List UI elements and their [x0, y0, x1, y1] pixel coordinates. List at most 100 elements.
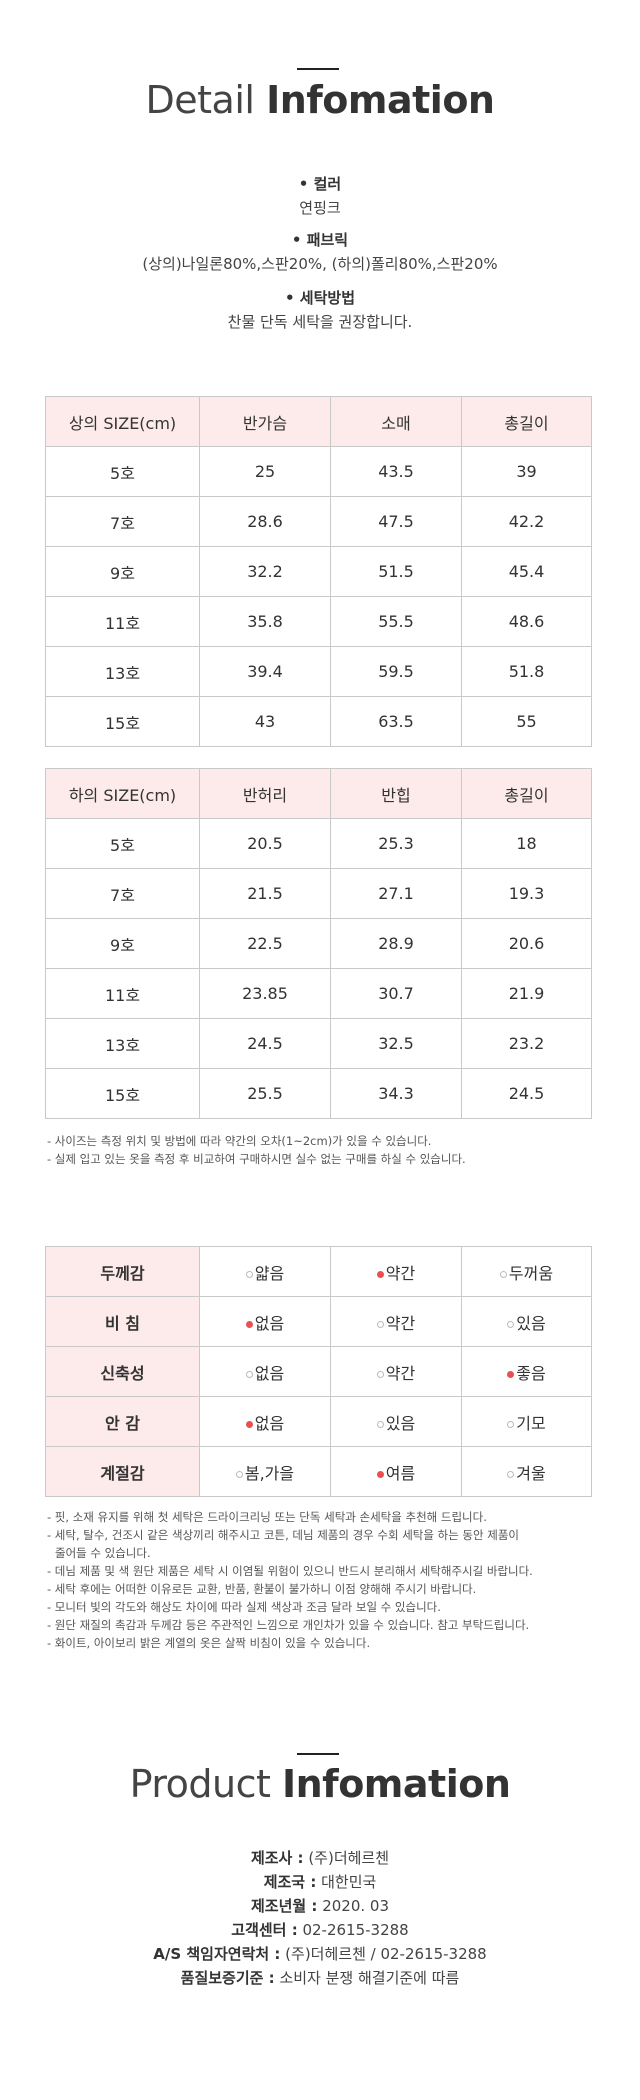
- feel-option-label: 약간: [385, 1313, 416, 1333]
- detail-title-bold: Infomation: [266, 78, 495, 122]
- table-cell: 39: [461, 446, 592, 497]
- radio-dot-icon: [507, 1420, 515, 1428]
- table-cell: 13호: [45, 1018, 200, 1069]
- table-cell: 11호: [45, 596, 200, 647]
- table-row: 7호 21.5 27.1 19.3: [45, 868, 592, 919]
- feel-option: 없음: [199, 1396, 331, 1447]
- product-info-label: 제조국 :: [263, 1873, 317, 1891]
- table-cell: 51.8: [461, 646, 592, 697]
- product-title-light: Product: [129, 1762, 271, 1806]
- table-row: 9호 22.5 28.9 20.6: [45, 918, 592, 969]
- note-line: - 모니터 빛의 각도와 해상도 차이에 따라 실제 색상과 조금 달라 보일 …: [47, 1600, 441, 1614]
- feel-option: 두꺼움: [461, 1246, 592, 1297]
- table-cell: 25: [199, 446, 331, 497]
- product-info-value: (주)더헤르첸 / 02-2615-3288: [280, 1945, 487, 1963]
- info-color-value: 연핑크: [299, 199, 341, 217]
- table-cell: 34.3: [330, 1068, 462, 1119]
- feel-option: 좋음: [461, 1346, 592, 1397]
- feel-label: 두께감: [45, 1246, 200, 1297]
- table-header-cell: 하의 SIZE(cm): [45, 768, 200, 819]
- detail-title-line: [297, 68, 339, 70]
- feel-row: 신축성 없음 약간 좋음: [45, 1346, 592, 1397]
- table-header-cell: 반가슴: [199, 396, 331, 447]
- table-cell: 43.5: [330, 446, 462, 497]
- table-row: 5호 20.5 25.3 18: [45, 818, 592, 869]
- note-line: - 화이트, 아이보리 밝은 계열의 옷은 살짝 비침이 있을 수 있습니다.: [47, 1636, 371, 1650]
- table-cell: 18: [461, 818, 592, 869]
- info-fabric: • 패브릭 (상의)나일론80%,스판20%, (하의)폴리80%,스판20%: [0, 228, 640, 276]
- table-cell: 9호: [45, 546, 200, 597]
- product-info-label: 품질보증기준 :: [180, 1969, 275, 1987]
- product-info-value: 대한민국: [316, 1873, 377, 1891]
- table-cell: 28.6: [199, 496, 331, 547]
- table-header-cell: 반힙: [330, 768, 462, 819]
- table-cell: 21.5: [199, 868, 331, 919]
- feel-option: 봄,가을: [199, 1446, 331, 1497]
- table-cell: 24.5: [199, 1018, 331, 1069]
- feel-option-label: 봄,가을: [244, 1463, 295, 1483]
- feel-option-label: 없음: [254, 1313, 285, 1333]
- bottom-size-table: 하의 SIZE(cm) 반허리 반힙 총길이 5호 20.5 25.3 18 7…: [45, 768, 592, 1119]
- note-line: - 핏, 소재 유지를 위해 첫 세탁은 드라이크리닝 또는 단독 세탁과 손세…: [47, 1510, 487, 1524]
- bottom-table-header: 하의 SIZE(cm) 반허리 반힙 총길이: [45, 768, 592, 819]
- feel-table: 두께감 얇음 약간 두꺼움 비 침 없음 약간 있음 신축성 없음 약간 좋음 …: [45, 1246, 592, 1497]
- feel-option: 얇음: [199, 1246, 331, 1297]
- table-cell: 48.6: [461, 596, 592, 647]
- product-title-line: [297, 1753, 339, 1755]
- product-info-item: 품질보증기준 : 소비자 분쟁 해결기준에 따름: [0, 1966, 640, 1990]
- feel-option-label: 있음: [385, 1413, 416, 1433]
- product-title-bold: Infomation: [281, 1762, 511, 1806]
- product-info-value: 2020. 03: [317, 1897, 389, 1915]
- radio-dot-icon: [245, 1370, 253, 1378]
- table-row: 11호 23.85 30.7 21.9: [45, 968, 592, 1019]
- product-info-label: 고객센터 :: [231, 1921, 298, 1939]
- table-row: 13호 24.5 32.5 23.2: [45, 1018, 592, 1069]
- table-cell: 55.5: [330, 596, 462, 647]
- note-line: - 원단 재질의 촉감과 두께감 등은 주관적인 느낌으로 개인차가 있을 수 …: [47, 1618, 530, 1632]
- product-info-label: A/S 책임자연락처 :: [153, 1945, 281, 1963]
- table-cell: 21.9: [461, 968, 592, 1019]
- table-cell: 7호: [45, 496, 200, 547]
- note-line: - 실제 입고 있는 옷을 측정 후 비교하여 구매하시면 실수 없는 구매를 …: [47, 1152, 466, 1166]
- radio-dot-selected-icon: [376, 1270, 384, 1278]
- detail-title-light: Detail: [145, 78, 255, 122]
- product-info-item: 제조국 : 대한민국: [0, 1870, 640, 1894]
- note-line: - 데님 제품 및 색 원단 제품은 세탁 시 이염될 위험이 있으니 반드시 …: [47, 1564, 533, 1578]
- product-info-item: A/S 책임자연락처 : (주)더헤르첸 / 02-2615-3288: [0, 1942, 640, 1966]
- feel-option: 있음: [461, 1296, 592, 1347]
- feel-option-label: 있음: [516, 1313, 546, 1333]
- feel-option: 있음: [330, 1396, 462, 1447]
- radio-dot-icon: [245, 1270, 253, 1278]
- feel-option: 여름: [330, 1446, 462, 1497]
- table-row: 7호 28.6 47.5 42.2: [45, 496, 592, 547]
- table-cell: 22.5: [199, 918, 331, 969]
- table-cell: 7호: [45, 868, 200, 919]
- feel-option-label: 좋음: [516, 1363, 546, 1383]
- table-row: 15호 25.5 34.3 24.5: [45, 1068, 592, 1119]
- info-wash-value: 찬물 단독 세탁을 권장합니다.: [227, 313, 413, 331]
- feel-option-label: 약간: [385, 1363, 416, 1383]
- table-header-cell: 총길이: [461, 768, 592, 819]
- table-cell: 55: [461, 696, 592, 747]
- table-cell: 20.6: [461, 918, 592, 969]
- table-cell: 23.2: [461, 1018, 592, 1069]
- table-cell: 47.5: [330, 496, 462, 547]
- product-title: Product Infomation: [0, 1762, 640, 1806]
- radio-dot-icon: [507, 1320, 515, 1328]
- table-cell: 15호: [45, 696, 200, 747]
- table-cell: 39.4: [199, 646, 331, 697]
- size-notes: - 사이즈는 측정 위치 및 방법에 따라 약간의 오차(1~2cm)가 있을 …: [47, 1132, 607, 1168]
- table-cell: 32.2: [199, 546, 331, 597]
- detail-title: Detail Infomation: [0, 78, 640, 122]
- note-line: - 세탁 후에는 어떠한 이유로든 교환, 반품, 환불이 불가하니 이점 양해…: [47, 1582, 477, 1596]
- product-info-value: (주)더헤르첸: [303, 1849, 390, 1867]
- table-cell: 25.3: [330, 818, 462, 869]
- feel-option: 없음: [199, 1296, 331, 1347]
- feel-option-label: 얇음: [254, 1263, 285, 1283]
- feel-row: 계절감 봄,가을 여름 겨울: [45, 1446, 592, 1497]
- table-header-cell: 상의 SIZE(cm): [45, 396, 200, 447]
- table-cell: 45.4: [461, 546, 592, 597]
- feel-label: 신축성: [45, 1346, 200, 1397]
- table-cell: 59.5: [330, 646, 462, 697]
- feel-label: 안 감: [45, 1396, 200, 1447]
